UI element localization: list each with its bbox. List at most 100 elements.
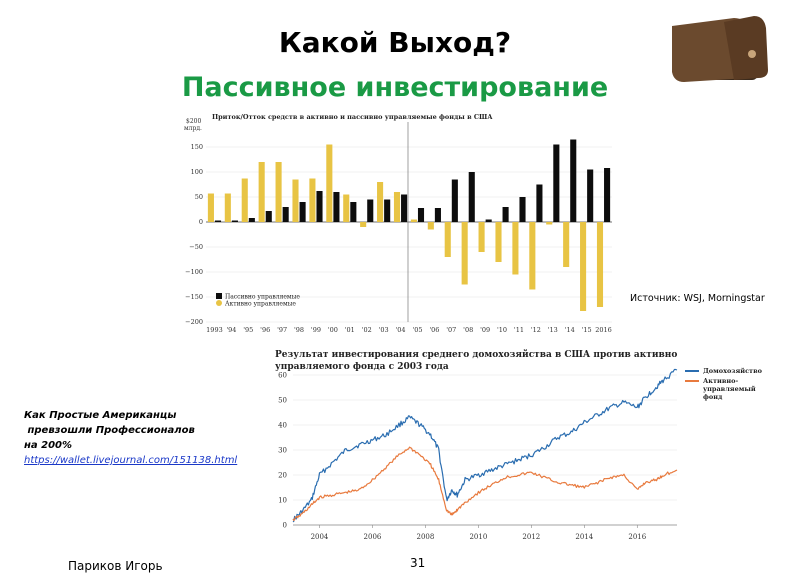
chart1-xtick-label: '03 xyxy=(379,326,389,334)
chart2-xtick-label: 2006 xyxy=(364,533,382,541)
bar-passive xyxy=(553,144,560,222)
bar-passive xyxy=(451,179,458,222)
bar-passive xyxy=(434,208,441,222)
slide-subtitle: Пассивное инвестирование xyxy=(181,72,609,103)
bar-passive xyxy=(502,207,509,222)
note-line-3: на 200% xyxy=(24,440,73,451)
bar-passive xyxy=(384,199,391,222)
bar-active xyxy=(258,162,265,222)
chart1-xtick-label: '07 xyxy=(446,326,456,334)
bar-passive xyxy=(367,199,374,222)
chart1-xtick-label: '05 xyxy=(412,326,422,334)
chart1-ytick-label: 100 xyxy=(191,168,203,176)
household-vs-fund-line-chart: Результат инвестирования среднего домохо… xyxy=(275,349,763,541)
legend-label-active: Активно управляемые xyxy=(225,301,296,308)
bar-passive xyxy=(265,211,272,222)
chart2-ytick-label: 60 xyxy=(278,372,287,380)
bar-active xyxy=(292,179,299,222)
chart2-xtick-label: 2016 xyxy=(628,533,646,541)
series-line-household xyxy=(292,368,678,523)
chart2-ytick-label: 20 xyxy=(278,472,287,480)
bar-passive xyxy=(282,207,289,222)
chart1-ytick-label: −50 xyxy=(189,243,203,251)
chart2-ytick-label: 10 xyxy=(278,497,287,505)
bar-passive xyxy=(570,139,577,222)
chart1-ytick-label: −200 xyxy=(185,318,203,326)
bar-passive xyxy=(316,191,323,222)
chart1-xtick-label: '09 xyxy=(480,326,490,334)
chart2-xtick-label: 2012 xyxy=(522,533,540,541)
wallet-icon xyxy=(672,16,768,82)
bar-passive xyxy=(333,192,340,222)
chart1-xtick-label: '11 xyxy=(514,326,524,334)
bar-passive xyxy=(519,197,526,222)
chart1-title: Приток/Отток средств в активно и пассивн… xyxy=(212,113,493,121)
flows-bar-chart: Приток/Отток средств в активно и пассивн… xyxy=(184,113,612,334)
bar-passive xyxy=(604,168,611,222)
chart1-ytick-label: −100 xyxy=(185,268,203,276)
bar-active xyxy=(309,178,316,222)
bar-active xyxy=(546,222,553,225)
bar-active xyxy=(207,193,214,222)
bar-passive xyxy=(417,208,425,222)
bar-passive xyxy=(299,202,306,222)
bar-active xyxy=(241,178,248,222)
story-note: Как Простые Американцы превзошли Професс… xyxy=(24,408,237,468)
chart2-title-line1: Результат инвестирования среднего домохо… xyxy=(275,349,677,360)
chart2-ytick-label: 0 xyxy=(283,522,287,530)
bar-active xyxy=(478,222,485,252)
bar-active xyxy=(596,222,604,307)
chart1-ytick-label: 0 xyxy=(199,218,203,226)
bar-active xyxy=(410,219,417,222)
chart1-xtick-label: '14 xyxy=(565,326,575,334)
legend-label-fund: Активно-управляемый фонд xyxy=(703,377,756,401)
chart1-ytick-label: −150 xyxy=(185,293,203,301)
chart1-ylabel-unit: млрд. xyxy=(184,125,202,132)
bar-passive xyxy=(468,172,475,222)
legend-label-household: Домохозяйство xyxy=(703,367,763,375)
bar-active xyxy=(580,222,587,311)
chart2-ytick-label: 40 xyxy=(278,422,287,430)
chart1-ytick-label: 150 xyxy=(191,143,203,151)
bar-active xyxy=(343,194,350,222)
bar-active xyxy=(377,182,384,222)
chart1-xtick-label: '98 xyxy=(294,326,304,334)
legend-swatch-active xyxy=(216,300,222,306)
chart1-xtick-label: '12 xyxy=(531,326,541,334)
chart2-legend: Домохозяйство Активно-управляемый фонд xyxy=(685,367,763,401)
chart1-xtick-label: '06 xyxy=(429,326,439,334)
bar-active xyxy=(461,222,468,285)
note-line-1: Как Простые Американцы xyxy=(24,410,177,421)
chart1-legend: Пассивно управляемые Активно управляемые xyxy=(216,293,300,308)
chart1-xtick-label: '04 xyxy=(396,326,406,334)
bar-passive xyxy=(587,169,594,222)
bar-active xyxy=(224,193,231,222)
chart1-xtick-label: '01 xyxy=(345,326,355,334)
bar-active xyxy=(326,144,333,222)
chart1-xtick-label: '97 xyxy=(277,326,287,334)
bar-active xyxy=(427,222,434,230)
page-number: 31 xyxy=(410,556,426,570)
chart1-xtick-label: '15 xyxy=(582,326,592,334)
bar-passive xyxy=(536,184,543,222)
bar-active xyxy=(529,222,536,290)
chart1-ylabel-top: $200 xyxy=(186,118,201,125)
chart1-xtick-label: '95 xyxy=(243,326,253,334)
bar-active xyxy=(512,222,519,275)
chart1-xtick-label: '96 xyxy=(260,326,270,334)
chart2-xtick-label: 2008 xyxy=(416,533,434,541)
source-link[interactable]: https://wallet.livejournal.com/151138.ht… xyxy=(24,455,238,466)
bar-active xyxy=(275,162,282,222)
note-line-2: превзошли Профессионалов xyxy=(24,425,195,436)
author-name: Париков Игорь xyxy=(68,559,163,573)
chart1-xtick-label: '08 xyxy=(463,326,473,334)
chart2-xtick-label: 2014 xyxy=(575,533,593,541)
chart2-ytick-label: 50 xyxy=(278,397,287,405)
series-line-fund xyxy=(292,446,678,522)
bar-passive xyxy=(350,202,357,222)
chart1-xtick-label: '94 xyxy=(226,326,236,334)
chart1-xtick-label: '02 xyxy=(362,326,372,334)
chart2-title-line2: управляемого фонда с 2003 года xyxy=(275,362,449,372)
chart1-xtick-label: 1993 xyxy=(206,326,223,334)
chart2-xtick-label: 2010 xyxy=(469,533,487,541)
